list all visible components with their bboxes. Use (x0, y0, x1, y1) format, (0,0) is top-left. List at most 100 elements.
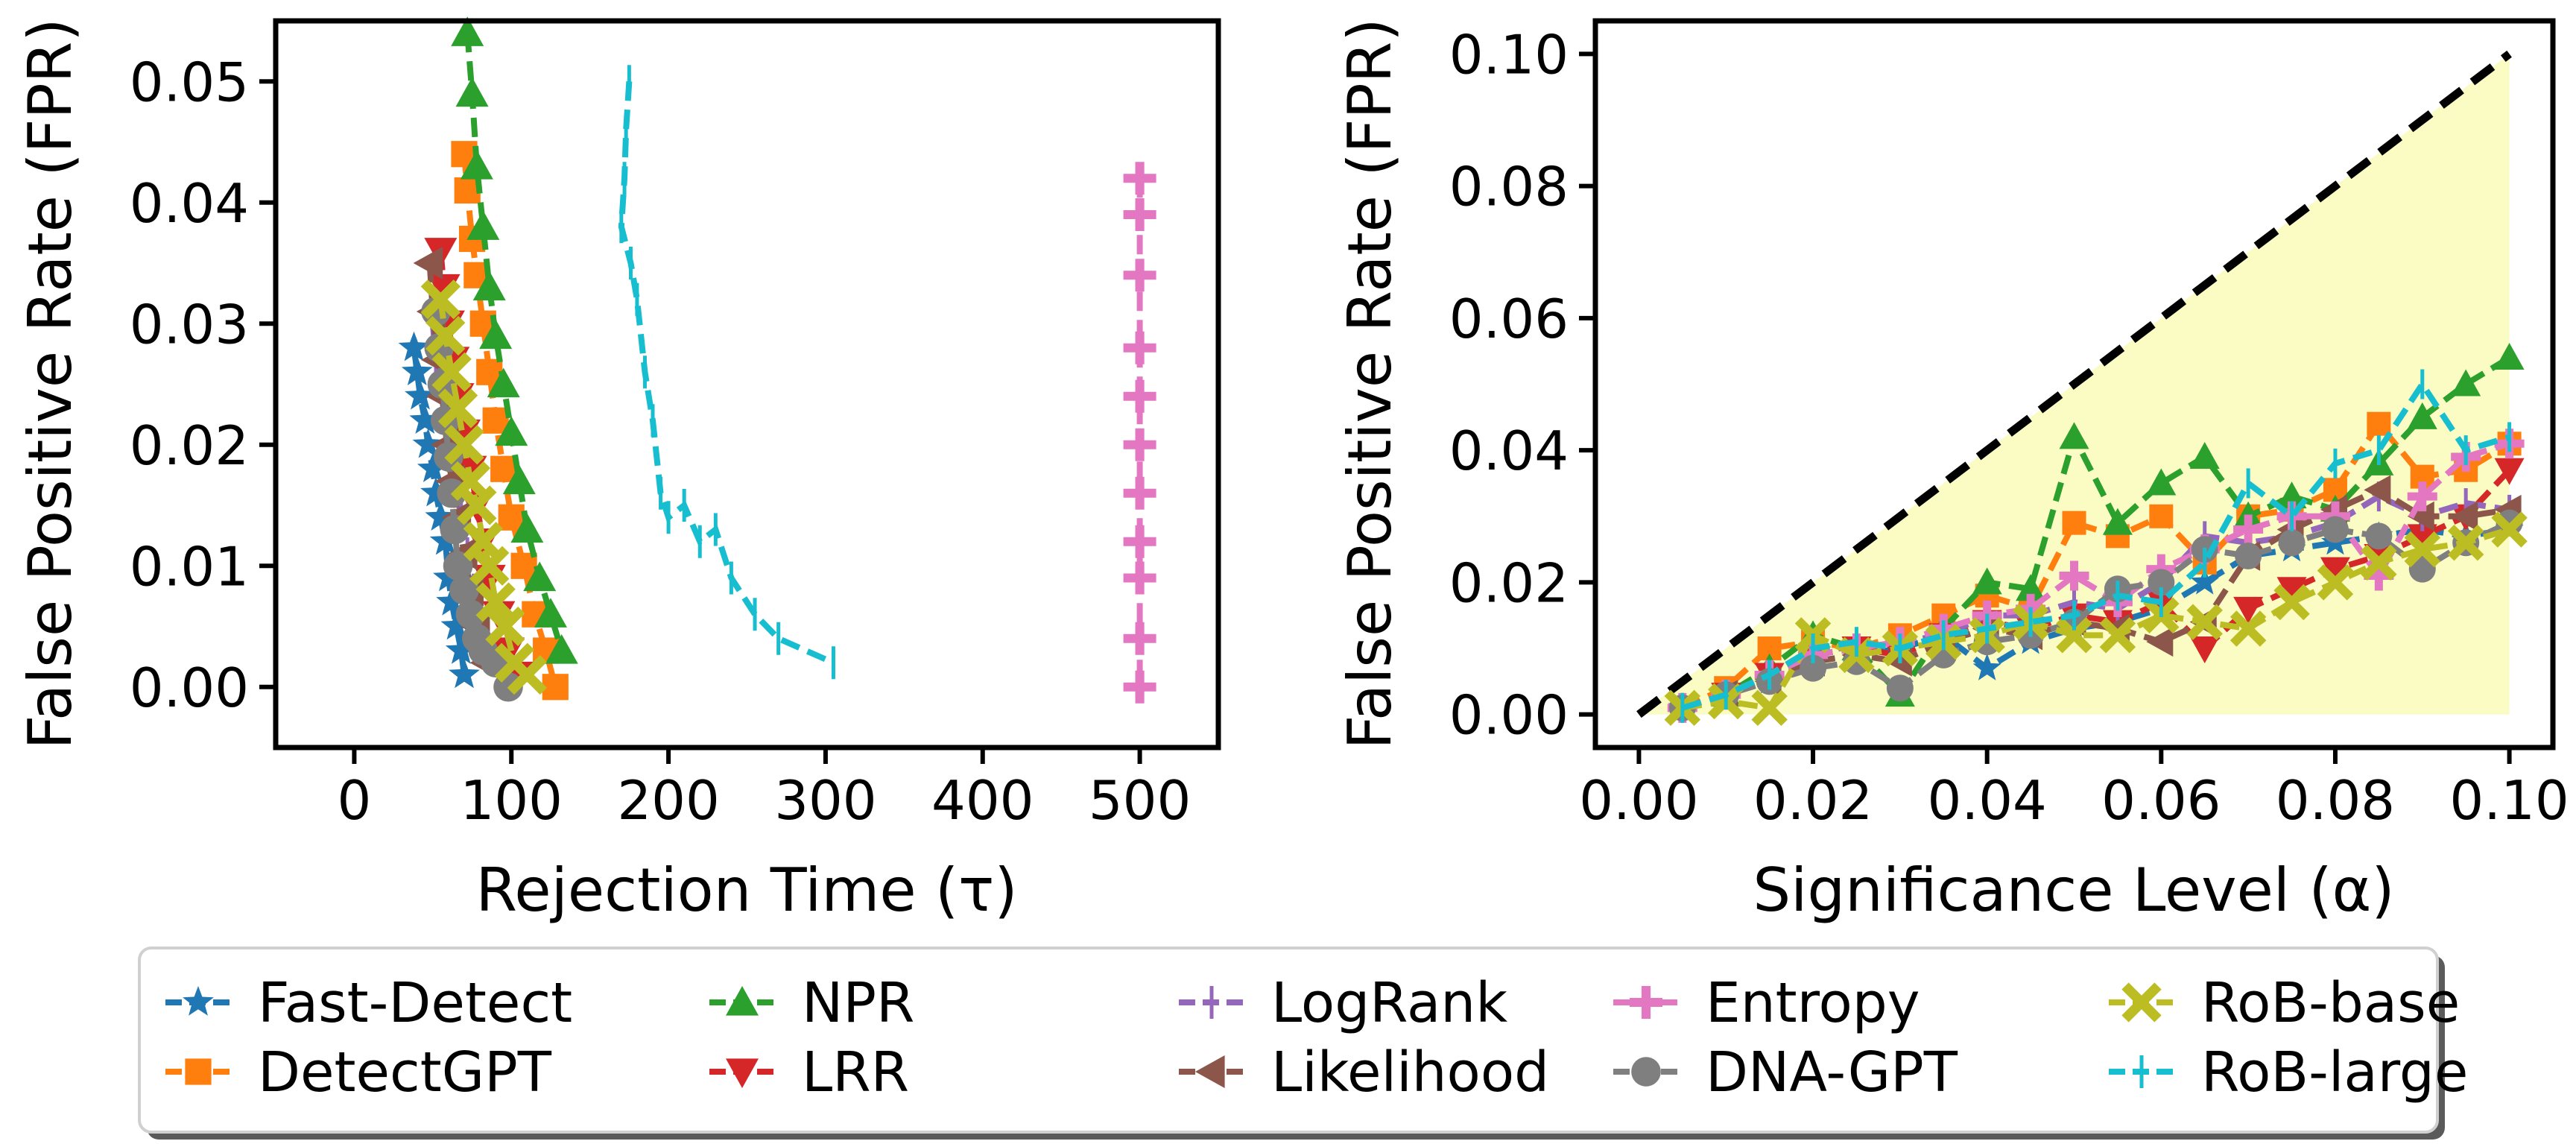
data-point (466, 210, 500, 240)
legend-item-logrank: LogRank (1179, 971, 1507, 1035)
data-point (2146, 468, 2177, 496)
y-tick-label: 0.02 (1449, 552, 1569, 614)
y-tick-label: 0.00 (130, 657, 249, 719)
data-point (1886, 674, 1914, 702)
left-y-ticks: 0.00 0.01 0.02 0.03 0.04 0.05 (130, 51, 276, 719)
data-point (2404, 531, 2441, 568)
data-point (2361, 544, 2397, 581)
data-point (2317, 564, 2354, 601)
right-chart: 0.00 0.02 0.04 0.06 0.08 0.10 0.000.020.040.0… (1335, 18, 2569, 925)
x-tick-label: 300 (774, 769, 876, 832)
data-point (405, 379, 436, 410)
data-point (2189, 636, 2220, 664)
left-series-rob-large (618, 65, 835, 680)
y-tick-label: 0.01 (130, 535, 249, 598)
legend-item-fast-detect: Fast-Detect (165, 971, 572, 1035)
data-point (534, 598, 567, 628)
legend-item-detectgpt: DetectGPT (165, 1040, 552, 1105)
data-point (440, 610, 472, 640)
data-point (1972, 567, 2002, 595)
y-tick-label: 0.00 (1449, 684, 1569, 747)
data-point (545, 634, 578, 664)
data-point (1972, 653, 2001, 680)
data-point (2062, 511, 2086, 535)
diagonal-reference-line (1636, 50, 2512, 718)
data-point (2102, 508, 2133, 535)
legend-item-rob-base: RoB-base (2109, 971, 2460, 1035)
data-point (2364, 560, 2394, 591)
x-tick-label: 0.04 (1928, 769, 2047, 832)
data-point (472, 271, 506, 301)
data-point (1123, 379, 1156, 413)
data-point (460, 150, 493, 180)
right-plot-area (1636, 50, 2528, 727)
data-point (449, 658, 480, 689)
data-point (1123, 525, 1156, 558)
legend-item-rob-large: RoB-large (2109, 1040, 2468, 1105)
data-point (425, 315, 466, 356)
x-tick-label: 100 (461, 769, 563, 832)
data-point (2059, 422, 2089, 449)
data-point (1123, 622, 1156, 655)
data-point (507, 654, 547, 695)
x-tick-label: 0.10 (2449, 769, 2569, 832)
data-point (2016, 574, 2046, 601)
data-point (2447, 524, 2484, 561)
data-point (2491, 511, 2528, 548)
data-point (1123, 428, 1156, 461)
data-point (2494, 343, 2525, 370)
left-series-entropy (1123, 162, 1156, 704)
data-point (431, 352, 472, 392)
data-point (487, 367, 520, 398)
left-series-npr (451, 16, 578, 664)
legend-label: LRR (802, 1040, 909, 1105)
data-point (2276, 577, 2307, 604)
right-x-ticks: 0.00 0.02 0.04 0.06 0.08 0.10 (1579, 748, 2569, 832)
data-point (2365, 522, 2393, 550)
legend-label: Fast-Detect (258, 971, 572, 1035)
y-tick-label: 0.02 (130, 414, 249, 477)
data-point (2364, 475, 2391, 505)
series-line (618, 80, 835, 666)
data-point (2407, 524, 2437, 552)
legend-marker (1195, 1055, 1225, 1088)
data-point (2321, 516, 2349, 543)
data-point (2146, 627, 2174, 657)
x-tick-label: 0 (338, 769, 372, 832)
data-point (475, 582, 516, 622)
data-point (2233, 514, 2264, 545)
legend-label: RoB-base (2201, 971, 2460, 1035)
data-point (449, 575, 479, 605)
data-point (542, 674, 569, 701)
legend-marker (1631, 1057, 1661, 1087)
legend-marker (183, 986, 214, 1016)
x-tick-label: 0.06 (2101, 769, 2221, 832)
data-point (436, 586, 468, 616)
data-point (443, 551, 473, 581)
y-tick-label: 0.10 (1449, 23, 1569, 86)
y-tick-label: 0.03 (130, 293, 249, 355)
data-point (398, 331, 430, 361)
left-x-axis-label: Rejection Time (τ) (475, 856, 1017, 925)
data-point (455, 599, 486, 630)
legend-label: DetectGPT (258, 1040, 552, 1105)
data-point (523, 561, 557, 592)
data-point (2230, 610, 2267, 647)
data-point (2320, 557, 2350, 584)
data-point (2407, 402, 2437, 429)
data-point (2494, 458, 2525, 485)
legend-label: DNA-GPT (1706, 1040, 1958, 1105)
data-point (455, 77, 489, 107)
legend-marker (1630, 986, 1662, 1019)
data-point (2407, 481, 2437, 512)
data-point (457, 485, 497, 525)
left-plot-area (398, 16, 1156, 704)
y-tick-label: 0.06 (1449, 288, 1569, 350)
left-x-ticks: 0 100 200 300 400 500 (338, 748, 1191, 832)
data-point (1751, 689, 1788, 727)
data-point (479, 319, 513, 350)
legend-box (138, 947, 2439, 1134)
data-point (1123, 198, 1156, 232)
series-line (1681, 379, 2510, 711)
legend-label: RoB-large (2201, 1040, 2468, 1105)
